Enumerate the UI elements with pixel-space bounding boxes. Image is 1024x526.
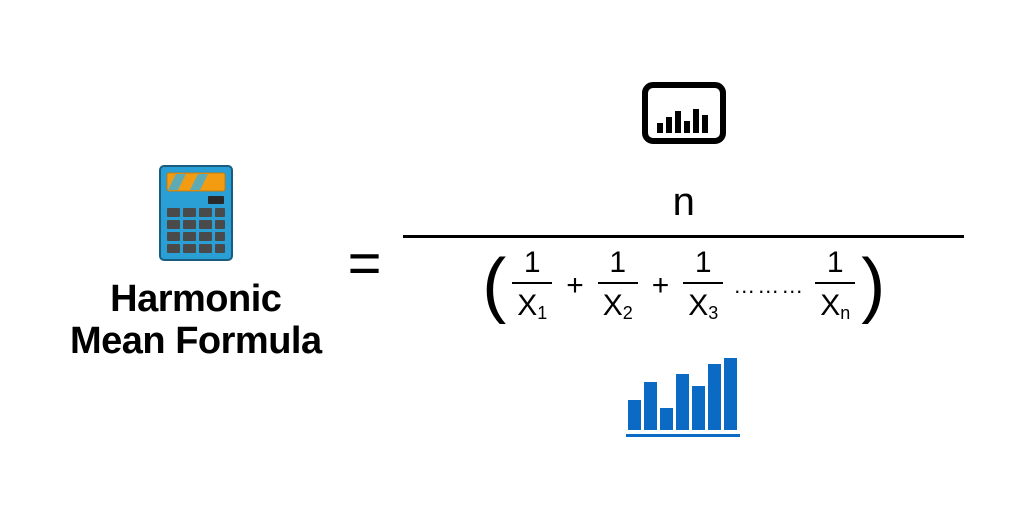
term-2: 1 X2 xyxy=(598,248,638,325)
blue-bar-chart-icon xyxy=(620,352,748,445)
title-block: Harmonic Mean Formula xyxy=(70,164,322,363)
title-line-2: Mean Formula xyxy=(70,321,322,363)
numerator: n xyxy=(673,180,695,235)
term-n: 1 Xn xyxy=(815,248,855,325)
paren-close: ) xyxy=(861,257,885,315)
paren-open: ( xyxy=(482,257,506,315)
bar-chart-icon xyxy=(641,81,727,150)
plus-1: + xyxy=(566,269,584,303)
formula-block: n ( 1 X1 + 1 X2 + 1 xyxy=(403,81,964,446)
plus-2: + xyxy=(652,269,670,303)
equals-sign: = xyxy=(348,230,382,297)
ellipsis: ……… xyxy=(733,273,805,299)
title-line-1: Harmonic xyxy=(110,279,281,321)
denominator: ( 1 X1 + 1 X2 + 1 X3 …… xyxy=(482,238,885,325)
term-3: 1 X3 xyxy=(683,248,723,325)
term-1: 1 X1 xyxy=(512,248,552,325)
calculator-icon xyxy=(158,164,234,267)
